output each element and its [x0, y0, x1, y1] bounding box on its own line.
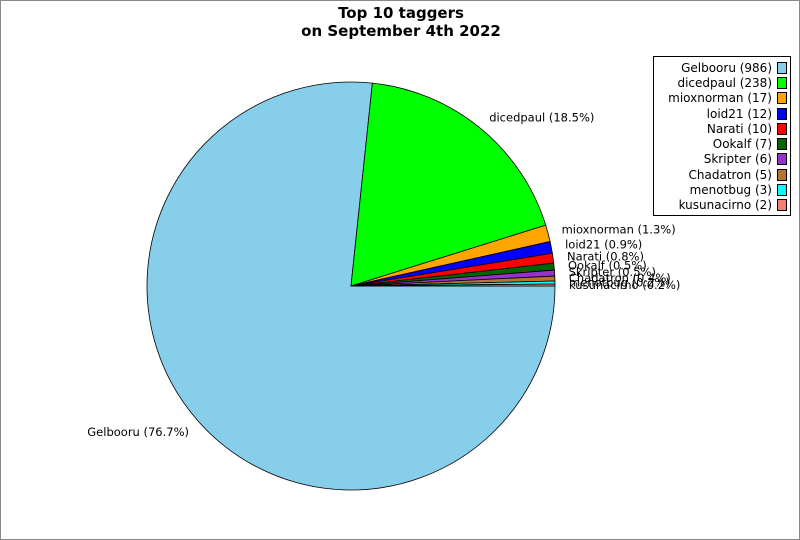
legend-swatch — [777, 61, 787, 74]
legend-item-kusunacirno: kusunacirno (2) — [658, 198, 787, 213]
legend-swatch — [777, 153, 787, 166]
legend-label: Ookalf (7) — [712, 137, 772, 152]
chart-title-line-1: Top 10 taggers — [338, 4, 464, 22]
pie-label-ookalf: Ookalf (0.5%) — [568, 258, 647, 272]
pie-label-gelbooru: Gelbooru (76.7%) — [87, 425, 189, 439]
legend-swatch — [777, 76, 787, 89]
legend-swatch — [777, 168, 787, 181]
legend-swatch — [777, 107, 787, 120]
pie-label-narati: Narati (0.8%) — [567, 249, 644, 263]
legend-label: loid21 (12) — [706, 106, 772, 121]
pie-slice-kusunacirno — [350, 283, 556, 287]
legend-item-narati: Narati (10) — [658, 121, 787, 136]
legend-swatch — [777, 199, 787, 212]
legend-label: menotbug (3) — [689, 183, 772, 198]
legend-item-chadatron: Chadatron (5) — [658, 167, 787, 182]
legend-item-ookalf: Ookalf (7) — [658, 136, 787, 151]
pie-label-chadatron: Chadatron (0.4%) — [569, 271, 671, 285]
legend-item-skripter: Skripter (6) — [658, 152, 787, 167]
legend-item-gelbooru: Gelbooru (986) — [658, 60, 787, 75]
legend-item-menotbug: menotbug (3) — [658, 182, 787, 197]
pie-label-dicedpaul: dicedpaul (18.5%) — [489, 110, 594, 124]
legend-label: Narati (10) — [706, 121, 772, 136]
legend-swatch — [777, 122, 787, 135]
pie-label-kusunacirno: kusunacirno (0.2%) — [569, 278, 680, 292]
pie-labels: Gelbooru (76.7%) dicedpaul (18.5%) mioxnor… — [87, 110, 680, 438]
legend-item-mioxnorman: mioxnorman (17) — [658, 91, 787, 106]
legend-label: Skripter (6) — [703, 152, 772, 167]
legend-label: dicedpaul (238) — [677, 75, 772, 90]
legend-label: Gelbooru (986) — [681, 60, 772, 75]
legend-swatch — [777, 92, 787, 105]
legend-swatch — [777, 184, 787, 197]
pie-label-mioxnorman: mioxnorman (1.3%) — [562, 223, 676, 237]
chart-title-line-2: on September 4th 2022 — [301, 22, 501, 40]
pie-label-loid21: loid21 (0.9%) — [565, 238, 642, 252]
pie-label-skripter: Skripter (0.5%) — [569, 265, 656, 279]
legend-swatch — [777, 138, 787, 151]
pie-slices — [146, 81, 556, 491]
chart-title: Top 10 taggers on September 4th 2022 — [1, 4, 799, 40]
legend-label: mioxnorman (17) — [668, 91, 772, 106]
chart-legend: Gelbooru (986) dicedpaul (238) mioxnorman … — [653, 56, 791, 216]
pie-slice-dicedpaul — [350, 82, 547, 287]
pie-label-menotbug: menotbug (0.2%) — [569, 275, 670, 289]
legend-item-loid21: loid21 (12) — [658, 106, 787, 121]
legend-label: kusunacirno (2) — [678, 198, 772, 213]
legend-label: Chadatron (5) — [688, 167, 772, 182]
legend-item-dicedpaul: dicedpaul (238) — [658, 75, 787, 90]
